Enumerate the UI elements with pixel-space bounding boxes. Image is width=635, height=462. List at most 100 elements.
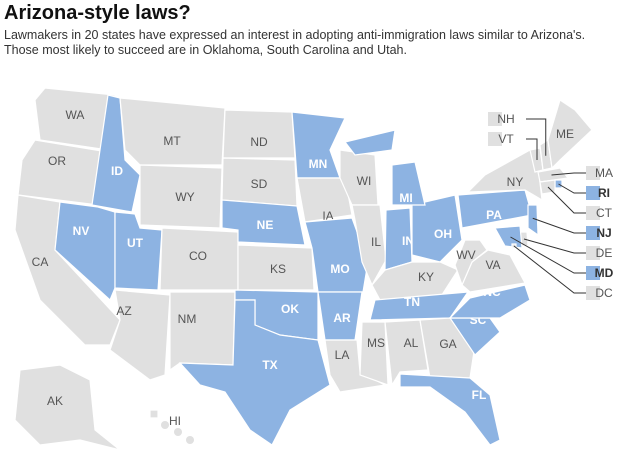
state	[14, 364, 121, 451]
state-label: IA	[322, 209, 333, 223]
subtitle-line: Lawmakers in 20 states have expressed an…	[4, 28, 586, 42]
state	[454, 239, 488, 287]
state-label: IN	[402, 234, 414, 248]
callout-box	[586, 186, 600, 200]
state-label: MD	[595, 266, 614, 280]
island	[186, 436, 194, 444]
state-label: CA	[32, 255, 49, 269]
state-label: HI	[169, 414, 181, 428]
leader-line	[547, 186, 586, 214]
state-label: NM	[178, 312, 197, 326]
state-label: OH	[434, 227, 452, 241]
callout-box	[586, 226, 600, 240]
state-label: MN	[309, 157, 328, 171]
leader-line	[526, 118, 547, 156]
state	[296, 177, 353, 223]
state-label: CT	[596, 206, 613, 220]
state-label: WI	[357, 174, 372, 188]
state-label: NH	[497, 112, 514, 126]
state-label: TN	[404, 295, 420, 309]
state-label: FL	[472, 388, 487, 402]
state-label: MT	[163, 134, 181, 148]
state-label: WV	[456, 248, 475, 262]
callout-box	[586, 166, 600, 180]
state-label: MS	[367, 336, 385, 350]
state-label: NV	[73, 224, 90, 238]
state-label: RI	[598, 186, 610, 200]
state	[384, 319, 429, 387]
state	[494, 225, 523, 249]
state	[304, 217, 369, 293]
leader-line	[523, 238, 586, 254]
state-label: AL	[404, 336, 419, 350]
state-label: GA	[439, 337, 456, 351]
state-label: UT	[127, 236, 144, 250]
state-label: ND	[250, 135, 268, 149]
state-label: AZ	[116, 304, 131, 318]
state	[149, 409, 159, 419]
state	[34, 87, 116, 151]
title: Arizona-style laws?	[4, 2, 191, 24]
leader-line	[526, 138, 538, 160]
state	[547, 99, 593, 170]
state-label: SD	[251, 177, 268, 191]
leader-line	[513, 245, 586, 294]
state-label: DC	[595, 286, 613, 300]
callout-box	[488, 132, 502, 146]
state-label: NE	[257, 218, 274, 232]
state	[391, 161, 426, 206]
state-label: AK	[47, 394, 63, 408]
state	[169, 291, 236, 372]
callout-box	[488, 112, 502, 126]
state-label: ID	[111, 164, 123, 178]
leader-line	[558, 183, 586, 194]
state-label: NY	[507, 175, 524, 189]
state-label: OK	[281, 302, 299, 316]
state-label: ME	[556, 127, 574, 141]
state	[17, 139, 109, 206]
state	[399, 373, 501, 446]
state-label: MA	[595, 166, 613, 180]
state-label: LA	[335, 348, 350, 362]
state-label: MO	[330, 262, 349, 276]
state-label: TX	[262, 358, 277, 372]
island	[174, 428, 182, 436]
state-label: VA	[485, 258, 500, 272]
island	[161, 421, 169, 429]
state-label: WA	[66, 108, 85, 122]
state	[411, 194, 463, 263]
leader-line	[532, 217, 586, 234]
state-label: IL	[371, 235, 381, 249]
state-label: NJ	[596, 226, 611, 240]
callout-box	[586, 266, 600, 280]
state-label: MI	[399, 191, 412, 205]
state-label: OR	[48, 154, 66, 168]
state	[178, 299, 331, 446]
state-label: KY	[418, 270, 434, 284]
state-label: WY	[175, 190, 194, 204]
callout-box	[586, 206, 600, 220]
state-label: AR	[333, 311, 351, 325]
state	[527, 204, 539, 237]
state	[221, 199, 306, 246]
state-label: CO	[189, 249, 207, 263]
state-label: DE	[596, 246, 613, 260]
subtitle: Lawmakers in 20 states have expressed an…	[4, 28, 585, 58]
subtitle-line: Those most likely to succeed are in Okla…	[4, 43, 407, 57]
state	[343, 129, 396, 156]
state-label: VT	[498, 132, 514, 146]
leader-line	[510, 236, 586, 274]
state	[139, 164, 223, 229]
callout-box	[586, 246, 600, 260]
state	[359, 321, 389, 386]
state-label: KS	[270, 262, 286, 276]
state	[448, 284, 531, 319]
leader-line	[551, 172, 586, 176]
state-label: PA	[486, 208, 502, 222]
state	[222, 109, 296, 159]
state	[237, 244, 315, 291]
callout-box	[586, 286, 600, 300]
state	[119, 97, 226, 166]
